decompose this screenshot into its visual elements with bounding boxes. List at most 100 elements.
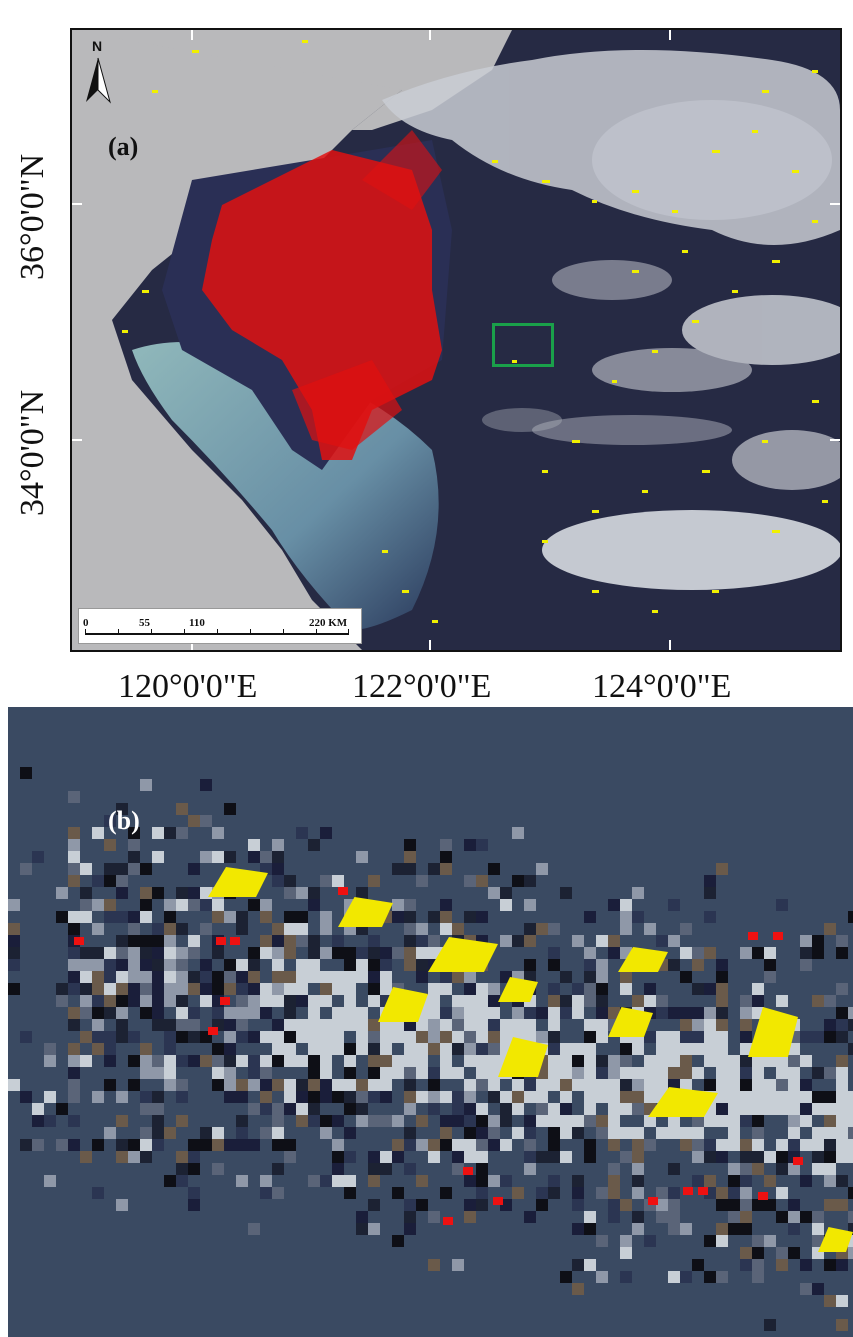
pixel — [320, 875, 332, 887]
pixel — [464, 1127, 476, 1139]
pixel — [104, 875, 116, 887]
pixel — [176, 1031, 188, 1043]
pixel — [692, 947, 704, 959]
pixel — [776, 1139, 788, 1151]
pixel — [740, 1247, 752, 1259]
pixel — [32, 1115, 44, 1127]
pixel — [260, 1007, 272, 1019]
pixel — [596, 1235, 608, 1247]
pixel — [560, 1115, 572, 1127]
pixel — [812, 1151, 824, 1163]
pixel — [728, 1091, 740, 1103]
pixel — [152, 983, 164, 995]
pixel — [308, 1079, 320, 1091]
pixel — [248, 1079, 260, 1091]
pixel — [164, 1055, 176, 1067]
pixel — [848, 1019, 853, 1031]
pixel — [716, 1091, 728, 1103]
pixel — [188, 1151, 200, 1163]
pixel — [248, 839, 260, 851]
pixel — [500, 1103, 512, 1115]
pixel — [812, 1103, 824, 1115]
pixel — [428, 1067, 440, 1079]
pixel — [560, 1091, 572, 1103]
pixel — [632, 1043, 644, 1055]
pixel — [164, 1175, 176, 1187]
pixel — [488, 1031, 500, 1043]
pixel — [668, 1223, 680, 1235]
pixel — [752, 1103, 764, 1115]
pixel — [452, 1115, 464, 1127]
pixel — [476, 1007, 488, 1019]
pixel — [248, 1007, 260, 1019]
pixel — [308, 1007, 320, 1019]
pixel — [704, 1019, 716, 1031]
pixel — [344, 1103, 356, 1115]
pixel — [344, 1007, 356, 1019]
pixel — [248, 947, 260, 959]
pixel — [80, 863, 92, 875]
pixel — [116, 995, 128, 1007]
pixel — [812, 935, 824, 947]
pixel — [404, 1043, 416, 1055]
red-detection — [793, 1157, 803, 1165]
pixel — [440, 1187, 452, 1199]
pixel — [176, 995, 188, 1007]
pixel — [104, 947, 116, 959]
pixel — [584, 1151, 596, 1163]
pixel — [368, 1067, 380, 1079]
pixel — [632, 1103, 644, 1115]
pixel — [524, 935, 536, 947]
pixel — [20, 1031, 32, 1043]
pixel — [236, 995, 248, 1007]
pixel — [704, 947, 716, 959]
pixel — [416, 1019, 428, 1031]
pixel — [392, 899, 404, 911]
pixel — [212, 899, 224, 911]
pixel — [464, 1103, 476, 1115]
pixel — [128, 935, 140, 947]
pixel — [428, 1139, 440, 1151]
panel-label-a: (a) — [108, 132, 139, 161]
pixel — [596, 1019, 608, 1031]
pixel — [92, 1043, 104, 1055]
pixel — [488, 1127, 500, 1139]
pixel — [824, 1091, 836, 1103]
pixel — [212, 911, 224, 923]
pixel — [356, 1031, 368, 1043]
pixel — [500, 1019, 512, 1031]
pixel — [332, 1091, 344, 1103]
pixel — [596, 1031, 608, 1043]
pixel — [800, 1091, 812, 1103]
pixel — [632, 1079, 644, 1091]
pixel — [128, 1031, 140, 1043]
pixel — [740, 1211, 752, 1223]
pixel — [572, 1175, 584, 1187]
pixel — [356, 1043, 368, 1055]
pixel — [188, 1163, 200, 1175]
pixel — [452, 1259, 464, 1271]
pixel — [128, 959, 140, 971]
pixel — [572, 983, 584, 995]
pixel — [476, 1103, 488, 1115]
pixel — [440, 923, 452, 935]
pixel — [272, 1043, 284, 1055]
pixel — [716, 863, 728, 875]
pixel — [248, 1031, 260, 1043]
pixel — [812, 1031, 824, 1043]
pixel — [284, 947, 296, 959]
pixel — [284, 923, 296, 935]
pixel — [248, 1223, 260, 1235]
pixel — [464, 839, 476, 851]
pixel — [608, 1127, 620, 1139]
pixel — [68, 1055, 80, 1067]
pixel — [272, 983, 284, 995]
pixel — [428, 1259, 440, 1271]
pixel — [260, 983, 272, 995]
pixel — [776, 1055, 788, 1067]
pixel — [284, 1007, 296, 1019]
red-detection — [230, 937, 240, 945]
pixel — [704, 1271, 716, 1283]
pixel — [440, 839, 452, 851]
pixel — [392, 1115, 404, 1127]
